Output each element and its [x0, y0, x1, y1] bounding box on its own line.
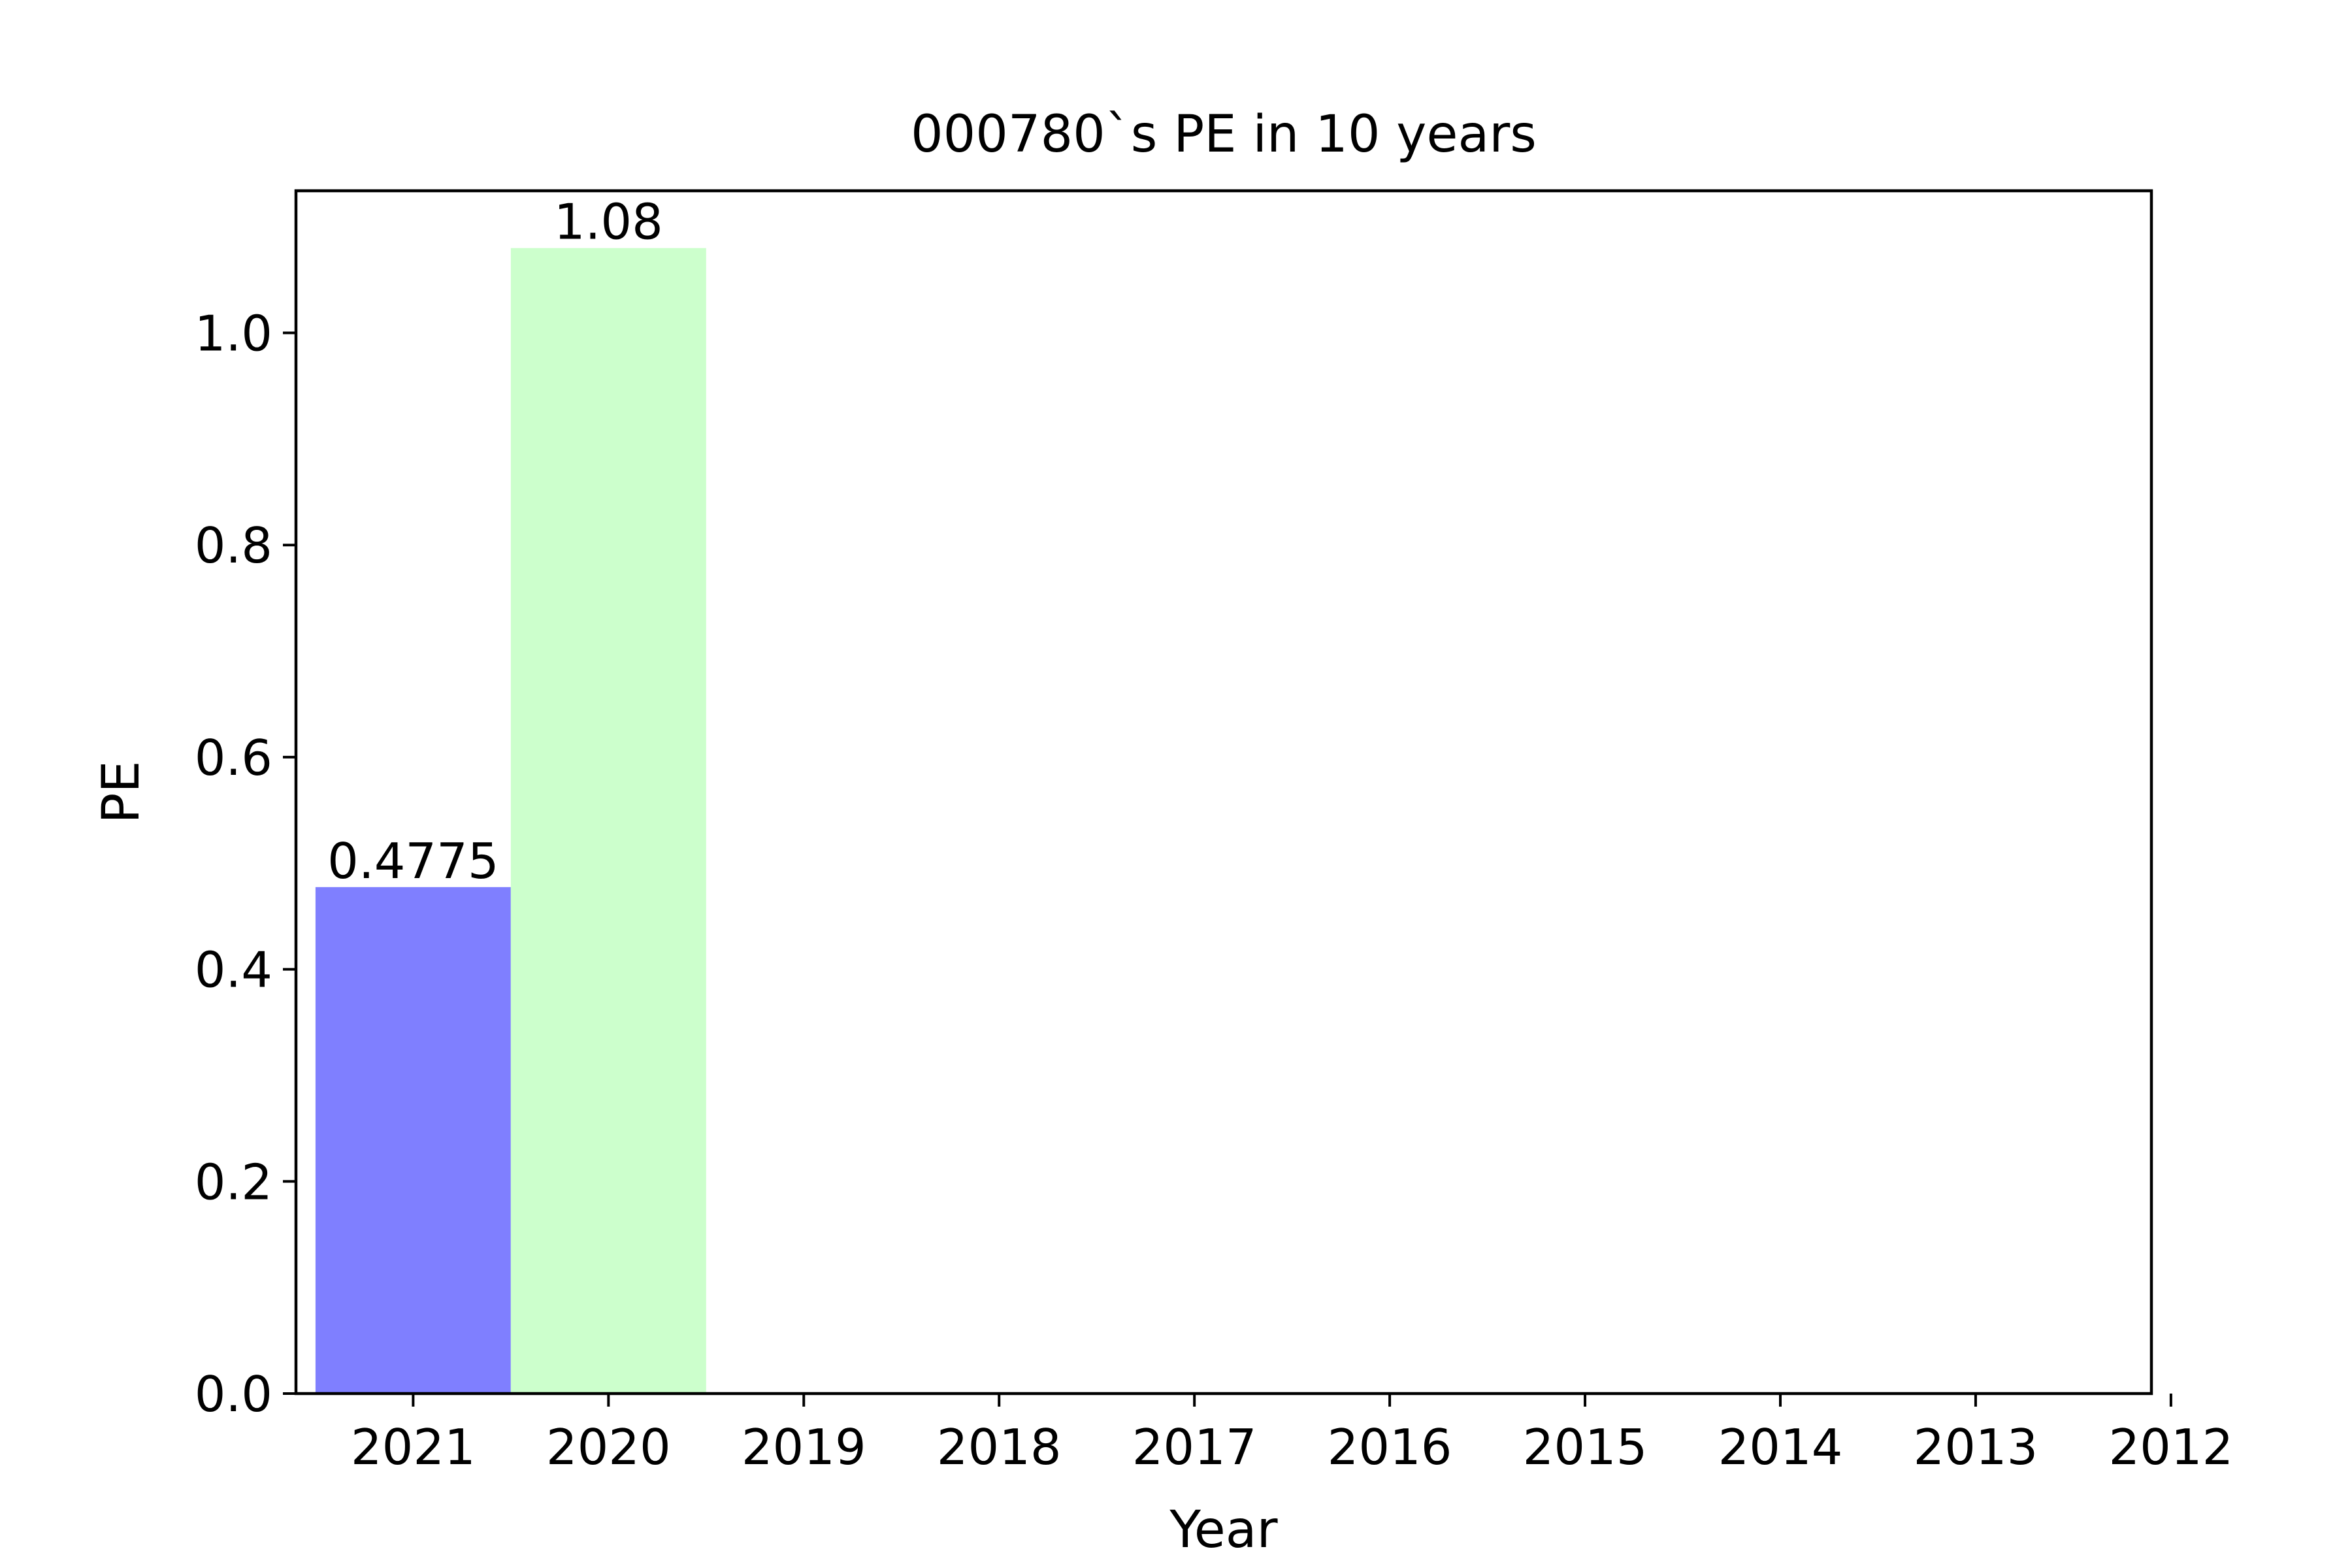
y-tick-label-0.0: 0.0 — [195, 1365, 272, 1423]
data-label-2020: 1.08 — [554, 193, 663, 251]
y-tick-label-0.4: 0.4 — [195, 941, 272, 999]
y-tick-label-1.0: 1.0 — [195, 305, 272, 363]
y-tick-label-0.6: 0.6 — [195, 729, 272, 787]
x-tick-label-2012: 2012 — [2108, 1418, 2233, 1476]
x-axis: 2021 2020 2019 2018 2017 2016 2015 2014 2013 2012 — [351, 1394, 2233, 1476]
chart-title: 000780`s PE in 10 years — [911, 105, 1537, 164]
x-tick-label-2015: 2015 — [1523, 1418, 1648, 1476]
x-tick-label-2019: 2019 — [742, 1418, 866, 1476]
bar-2021 — [315, 887, 511, 1394]
axes-frame — [294, 189, 2153, 1396]
y-axis: 0.0 0.2 0.4 0.6 0.8 1.0 — [195, 305, 296, 1423]
x-tick-label-2013: 2013 — [1914, 1418, 2038, 1476]
x-tick-label-2016: 2016 — [1328, 1418, 1452, 1476]
y-tick-label-0.2: 0.2 — [195, 1153, 272, 1211]
x-tick-label-2014: 2014 — [1718, 1418, 1843, 1476]
y-axis-label: PE — [92, 760, 151, 823]
x-tick-label-2017: 2017 — [1132, 1418, 1257, 1476]
x-tick-label-2020: 2020 — [546, 1418, 671, 1476]
data-labels: 0.4775 1.08 — [327, 193, 663, 890]
data-label-2021: 0.4775 — [327, 832, 498, 890]
y-tick-label-0.8: 0.8 — [195, 517, 272, 574]
bar-2020 — [510, 248, 706, 1394]
x-tick-label-2018: 2018 — [937, 1418, 1062, 1476]
bars — [315, 248, 706, 1394]
x-tick-label-2021: 2021 — [351, 1418, 476, 1476]
x-axis-label: Year — [1169, 1501, 1278, 1560]
